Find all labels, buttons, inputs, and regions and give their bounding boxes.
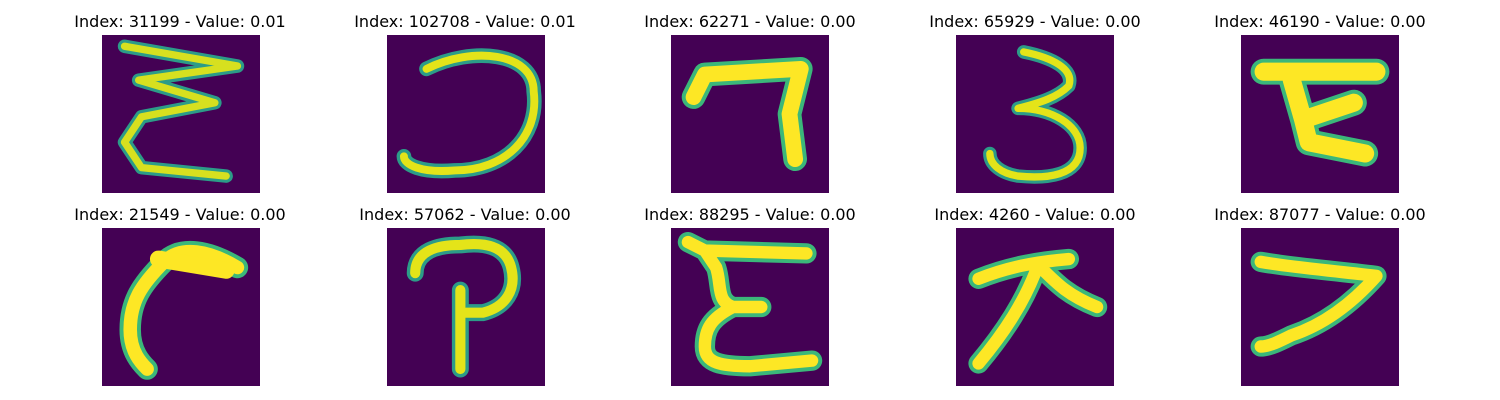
glyph-image-svg [956,35,1114,193]
glyph-image [102,228,260,386]
glyph-image-svg [1241,228,1399,386]
panel-title: Index: 88295 - Value: 0.00 [644,205,856,224]
glyph-image [671,228,829,386]
glyph-image-svg [102,35,260,193]
glyph-image-svg [671,228,829,386]
glyph-image [102,35,260,193]
glyph-image [387,228,545,386]
glyph-image-svg [387,228,545,386]
glyph-image [956,35,1114,193]
panel-title: Index: 21549 - Value: 0.00 [74,205,286,224]
panel-title: Index: 46190 - Value: 0.00 [1214,12,1426,31]
panel-title: Index: 57062 - Value: 0.00 [359,205,571,224]
panel-title: Index: 87077 - Value: 0.00 [1214,205,1426,224]
panel-title: Index: 62271 - Value: 0.00 [644,12,856,31]
panel-title: Index: 31199 - Value: 0.01 [74,12,286,31]
glyph-image-svg [1241,35,1399,193]
panel-title: Index: 102708 - Value: 0.01 [354,12,576,31]
glyph-image [956,228,1114,386]
glyph-image-svg [102,228,260,386]
glyph-image [1241,228,1399,386]
panel-title: Index: 4260 - Value: 0.00 [934,205,1136,224]
glyph-image [387,35,545,193]
panel-title: Index: 65929 - Value: 0.00 [929,12,1141,31]
glyph-image-svg [671,35,829,193]
glyph-image-svg [387,35,545,193]
glyph-image [671,35,829,193]
glyph-image-svg [956,228,1114,386]
glyph-image [1241,35,1399,193]
